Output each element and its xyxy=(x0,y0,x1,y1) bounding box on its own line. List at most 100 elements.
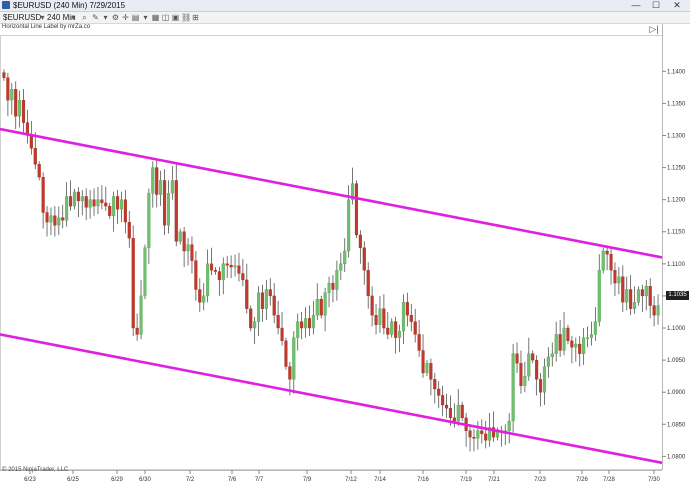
candle xyxy=(68,180,73,211)
candle xyxy=(354,180,359,239)
crosshair-icon[interactable]: ✛ xyxy=(122,13,129,22)
candle xyxy=(276,300,280,335)
candle xyxy=(159,170,163,206)
candle xyxy=(593,307,597,341)
candle xyxy=(491,411,496,442)
indicators-icon[interactable]: ◫ xyxy=(161,13,170,22)
drawing-tool-icon[interactable]: ▾ xyxy=(103,13,108,22)
candle xyxy=(644,279,648,311)
candle xyxy=(41,172,45,229)
candle xyxy=(562,311,566,356)
pencil-icon[interactable]: ✎ xyxy=(92,13,99,22)
candle xyxy=(538,372,543,407)
candle xyxy=(143,244,147,300)
candle xyxy=(527,337,531,381)
chevron-down-icon[interactable]: ▾ xyxy=(143,13,148,22)
candle xyxy=(115,190,120,224)
collapse-panel-icon[interactable]: ▷| xyxy=(649,24,659,34)
minimize-icon[interactable]: — xyxy=(631,0,641,10)
candle xyxy=(237,252,241,282)
candle xyxy=(315,283,319,320)
candle xyxy=(456,388,460,426)
candle xyxy=(18,90,22,128)
candle xyxy=(37,161,41,181)
candle xyxy=(476,421,480,450)
candle xyxy=(92,188,96,216)
ruler-icon[interactable]: ⊞ xyxy=(192,13,199,22)
candle xyxy=(256,286,261,337)
candle xyxy=(96,186,100,215)
properties-icon[interactable]: ▤ xyxy=(131,13,140,22)
candle xyxy=(253,316,257,345)
candle xyxy=(162,169,167,235)
candle xyxy=(331,275,335,303)
candle xyxy=(629,275,633,316)
candle xyxy=(515,342,519,373)
instrument-selector[interactable]: $EURUSD xyxy=(3,13,42,22)
candle xyxy=(374,303,378,335)
candle xyxy=(358,230,362,264)
candle xyxy=(546,347,550,378)
x-tick-label: 6/25 xyxy=(67,477,79,483)
app-icon xyxy=(2,1,10,9)
x-tick-label: 7/19 xyxy=(460,477,472,483)
candle xyxy=(617,267,621,295)
candle xyxy=(65,182,69,227)
interval-selector[interactable]: 240 Min xyxy=(47,13,76,22)
candle xyxy=(609,247,613,285)
data-box-icon[interactable]: ▦ xyxy=(151,13,160,22)
upper-channel-line[interactable] xyxy=(0,127,663,259)
candle xyxy=(151,161,155,208)
candle xyxy=(648,278,652,319)
x-tick-label: 7/28 xyxy=(603,477,615,483)
candle xyxy=(382,294,386,335)
candle xyxy=(296,313,300,351)
chevron-down-icon[interactable]: ▾ xyxy=(71,13,76,22)
x-tick-label: 7/12 xyxy=(345,477,357,483)
x-tick-label: 7/7 xyxy=(255,477,264,483)
candle xyxy=(531,350,535,364)
x-tick-label: 7/26 xyxy=(576,477,588,483)
link-icon[interactable]: ⛓ xyxy=(181,13,192,22)
copyright-notice: © 2015 NinjaTrader, LLC xyxy=(2,467,69,473)
candle xyxy=(370,286,374,327)
zoom-icon[interactable]: ⌕ xyxy=(82,13,87,22)
close-icon[interactable]: ✕ xyxy=(673,0,681,10)
candle xyxy=(186,238,190,266)
x-tick-label: 7/2 xyxy=(186,477,195,483)
candle xyxy=(284,337,288,370)
candle xyxy=(241,259,245,287)
lower-channel-line[interactable] xyxy=(0,333,663,465)
candle xyxy=(104,186,108,211)
candle xyxy=(366,262,370,309)
chevron-down-icon[interactable]: ▾ xyxy=(40,13,45,22)
last-price-marker: 1.1035 xyxy=(666,291,689,300)
maximize-icon[interactable]: ☐ xyxy=(651,0,661,10)
candle xyxy=(198,278,202,312)
candle xyxy=(170,165,174,200)
y-tick-label: 1.1100 xyxy=(667,262,686,268)
candle xyxy=(550,342,554,367)
y-tick-label: 1.0950 xyxy=(667,358,686,364)
candle xyxy=(503,424,507,446)
candle xyxy=(417,319,421,357)
plot-frame xyxy=(0,35,663,470)
y-tick-label: 1.1150 xyxy=(667,230,686,236)
template-icon[interactable]: ▣ xyxy=(171,13,180,22)
candle xyxy=(119,191,124,223)
candle xyxy=(100,185,104,210)
candle xyxy=(632,286,637,314)
candle xyxy=(464,413,468,447)
y-tick-label: 1.0800 xyxy=(667,454,686,460)
candle xyxy=(80,190,84,216)
y-tick-label: 1.1400 xyxy=(667,69,686,75)
candle xyxy=(53,206,57,237)
candle xyxy=(311,300,315,335)
strategy-icon[interactable]: ⚙ xyxy=(111,13,120,22)
candle xyxy=(229,255,233,279)
candle xyxy=(542,358,547,406)
candle xyxy=(319,295,323,319)
candle xyxy=(49,207,53,235)
candle xyxy=(206,249,210,303)
